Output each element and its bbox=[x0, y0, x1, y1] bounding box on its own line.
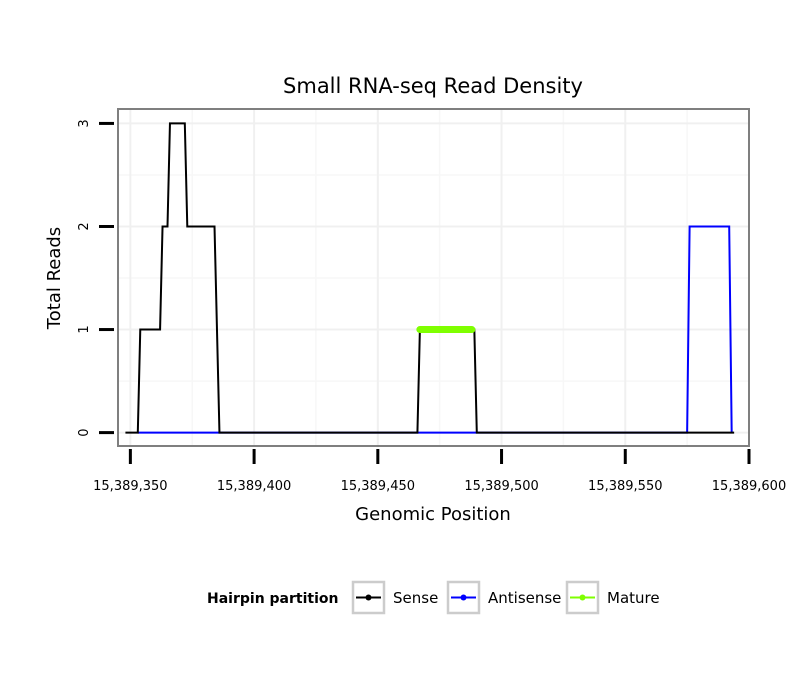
y-tick-label: 2 bbox=[77, 222, 92, 230]
legend-label-antisense: Antisense bbox=[488, 589, 561, 607]
legend-item-antisense: Antisense bbox=[446, 580, 561, 615]
y-axis-title: Total Reads bbox=[44, 227, 65, 330]
legend-key-point-sense bbox=[365, 594, 372, 601]
legend-item-sense: Sense bbox=[351, 580, 438, 615]
x-tick-label: 15,389,600 bbox=[712, 479, 786, 494]
x-tick-label: 15,389,550 bbox=[588, 479, 662, 494]
data-series bbox=[125, 122, 735, 434]
legend-label-sense: Sense bbox=[393, 589, 438, 607]
x-axis: 15,389,350 15,389,400 15,389,450 15,389,500… bbox=[93, 449, 786, 494]
y-axis: 0 1 2 3 bbox=[77, 119, 114, 437]
x-tick-label: 15,389,400 bbox=[217, 479, 291, 494]
legend-key-point-antisense bbox=[460, 594, 467, 601]
legend-label-mature: Mature bbox=[607, 589, 660, 607]
x-tick-label: 15,389,350 bbox=[93, 479, 167, 494]
legend-item-mature: Mature bbox=[565, 580, 660, 615]
x-tick-label: 15,389,500 bbox=[464, 479, 538, 494]
x-tick-label: 15,389,450 bbox=[341, 479, 415, 494]
legend: Hairpin partition Sense Antisense Mature bbox=[207, 580, 660, 615]
panel-border bbox=[117, 108, 750, 447]
x-axis-title: Genomic Position bbox=[355, 504, 511, 525]
y-tick-label: 1 bbox=[77, 325, 92, 333]
plot-panel bbox=[117, 108, 750, 447]
y-tick-label: 0 bbox=[77, 428, 92, 436]
chart-title: Small RNA-seq Read Density bbox=[283, 74, 583, 98]
y-tick-label: 3 bbox=[77, 119, 92, 127]
legend-key-point-mature bbox=[579, 594, 586, 601]
legend-title: Hairpin partition bbox=[207, 591, 338, 607]
